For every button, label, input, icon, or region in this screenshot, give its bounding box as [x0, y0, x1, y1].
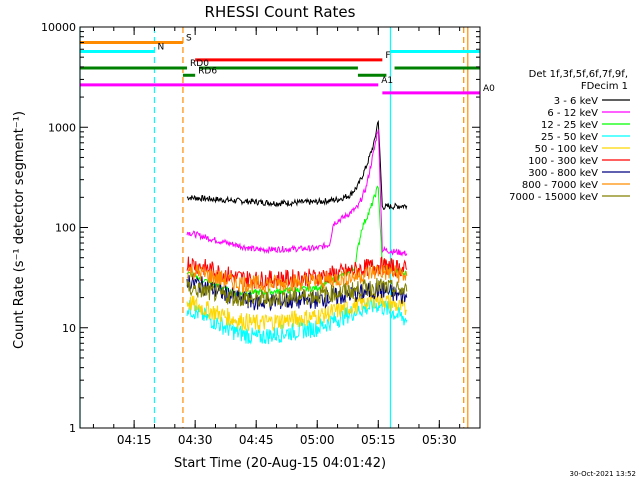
legend-label-1: 6 - 12 keV [547, 108, 598, 119]
flag-label-A1: A1 [381, 76, 393, 86]
legend-header-1: FDecim 1 [581, 81, 628, 92]
x-tick-label-4: 05:15 [361, 433, 396, 447]
footer-timestamp: 30-Oct-2021 13:52 [570, 470, 636, 478]
x-tick-label-0: 04:15 [117, 433, 152, 447]
legend-label-8: 7000 - 15000 keV [509, 192, 598, 203]
flag-label-N: N [157, 42, 164, 52]
legend-header-0: Det 1f,3f,5f,6f,7f,9f, [529, 69, 628, 80]
y-axis-label: Count Rate (s⁻¹ detector segment⁻¹) [12, 111, 27, 349]
legend-label-2: 12 - 25 keV [541, 120, 598, 131]
flag-label-RD6: RD6 [198, 66, 217, 76]
legend-label-3: 25 - 50 keV [541, 132, 598, 143]
legend-label-7: 800 - 7000 keV [522, 180, 598, 191]
x-tick-label-1: 04:30 [178, 433, 213, 447]
x-tick-label-5: 05:30 [422, 433, 457, 447]
x-tick-label-2: 04:45 [239, 433, 274, 447]
series-line-3 [186, 297, 408, 345]
y-tick-label-4: 10000 [41, 21, 76, 34]
legend-label-4: 50 - 100 keV [535, 144, 599, 155]
legend-label-0: 3 - 6 keV [554, 96, 598, 107]
legend: Det 1f,3f,5f,6f,7f,9f,FDecim 1 3 - 6 keV6… [509, 69, 630, 203]
x-axis-label: Start Time (20-Aug-15 04:01:42) [174, 456, 386, 471]
x-tick-label-3: 05:00 [300, 433, 335, 447]
series-line-8 [186, 277, 408, 308]
series-line-0 [186, 119, 408, 211]
y-tick-label-1: 10 [62, 322, 76, 335]
flag-label-RD0: RD0 [190, 59, 209, 69]
axes: 1 10 100 1000 10000 04:15 04:30 04:45 05:00 05:15… [41, 21, 481, 447]
y-tick-label-0: 1 [69, 422, 76, 435]
y-tick-label-2: 100 [55, 222, 76, 235]
series-line-1 [186, 129, 408, 257]
series-line-7 [186, 264, 408, 294]
chart-title: RHESSI Count Rates [205, 3, 356, 21]
plot-frame [79, 26, 481, 429]
flag-label-S: S [186, 34, 192, 44]
flag-label-F: F [385, 51, 390, 61]
flag-label-A0: A0 [483, 84, 495, 94]
legend-label-5: 100 - 300 keV [528, 156, 598, 167]
legend-label-6: 300 - 800 keV [528, 168, 598, 179]
y-tick-label-3: 1000 [48, 121, 76, 134]
